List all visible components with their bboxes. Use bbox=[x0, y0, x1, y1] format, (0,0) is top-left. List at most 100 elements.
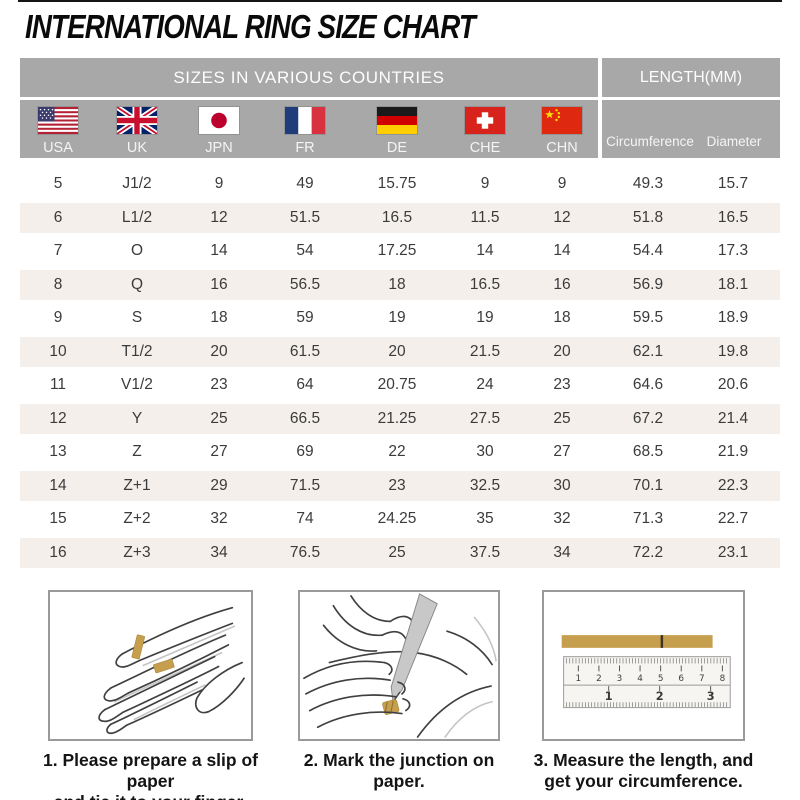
length-section-header: LENGTH(MM) bbox=[602, 58, 780, 97]
table-cell: 23 bbox=[553, 376, 571, 394]
column-header-uk: UK bbox=[96, 100, 178, 158]
table-cell: 14 bbox=[20, 470, 96, 501]
table-cell: 12 bbox=[526, 202, 598, 233]
table-cell: 18 bbox=[350, 269, 444, 300]
table-cell: 20 bbox=[350, 336, 444, 367]
table-row: 16 Z+3 34 76.5 25 37.5 34 72.2 23.1 bbox=[20, 537, 780, 568]
table-cell: 30 bbox=[526, 470, 598, 501]
svg-text:1: 1 bbox=[605, 690, 613, 703]
table-cell: Y bbox=[96, 403, 178, 434]
table-row: 7 O 14 54 17.25 14 14 54.4 17.3 bbox=[20, 236, 780, 267]
table-cell: 51.8 bbox=[598, 202, 698, 233]
table-cell: 14 bbox=[210, 242, 228, 260]
table-row: 15 Z+2 32 74 24.25 35 32 71.3 22.7 bbox=[20, 504, 780, 535]
table-cell: 19 bbox=[388, 309, 406, 327]
table-cell: 49.3 bbox=[632, 175, 664, 193]
table-cell: 25 bbox=[526, 403, 598, 434]
table-cell: 64.6 bbox=[632, 376, 664, 394]
table-cell: 10 bbox=[20, 336, 96, 367]
table-cell: 11.5 bbox=[444, 202, 526, 233]
usa-flag-icon bbox=[37, 106, 79, 135]
table-cell: 34 bbox=[178, 537, 260, 568]
top-divider-rule bbox=[18, 0, 782, 2]
step2-illustration-box bbox=[298, 590, 500, 741]
table-cell: 17.3 bbox=[717, 242, 749, 260]
switzerland-flag-icon bbox=[464, 106, 506, 135]
sizes-section-header: SIZES IN VARIOUS COUNTRIES bbox=[20, 58, 598, 97]
table-cell: 51.5 bbox=[260, 202, 350, 233]
table-cell: 59 bbox=[296, 309, 314, 327]
table-cell: 6 bbox=[20, 202, 96, 233]
table-header: SIZES IN VARIOUS COUNTRIES LENGTH(MM) bbox=[20, 58, 780, 158]
country-code-label: CHE bbox=[469, 140, 501, 156]
table-row: 14 Z+1 29 71.5 23 32.5 30 70.1 22.3 bbox=[20, 470, 780, 501]
table-cell: 16.5 bbox=[444, 269, 526, 300]
table-cell: 22.7 bbox=[717, 510, 749, 528]
table-cell: 20.6 bbox=[717, 376, 749, 394]
step1-caption-line2: and tie it to your finger. bbox=[38, 792, 263, 800]
table-cell: 34 bbox=[526, 537, 598, 568]
ruler-body bbox=[563, 656, 731, 709]
table-cell: 54.4 bbox=[632, 242, 664, 260]
table-cell: Z+2 bbox=[123, 510, 151, 528]
table-cell: 71.5 bbox=[260, 470, 350, 501]
table-cell: 9 bbox=[557, 175, 567, 193]
table-cell: 11 bbox=[49, 376, 67, 394]
table-cell: 19.8 bbox=[698, 336, 780, 367]
table-cell: 15.75 bbox=[377, 175, 417, 193]
table-cell: 30 bbox=[476, 443, 494, 461]
ruler-bottom-scale: 1 2 3 bbox=[605, 686, 715, 703]
table-cell: 13 bbox=[49, 443, 67, 461]
table-cell: 27 bbox=[210, 443, 228, 461]
svg-text:4: 4 bbox=[637, 674, 643, 684]
table-cell: V1/2 bbox=[121, 376, 153, 394]
table-cell: 16 bbox=[526, 269, 598, 300]
table-cell: 74 bbox=[296, 510, 314, 528]
step3-caption: 3. Measure the length, and get your circ… bbox=[533, 750, 754, 792]
table-cell: 23 bbox=[210, 376, 228, 394]
table-cell: 67.2 bbox=[598, 403, 698, 434]
table-cell: 27.5 bbox=[444, 403, 526, 434]
step1-caption-line1: 1. Please prepare a slip of paper bbox=[43, 750, 258, 791]
table-cell: 76.5 bbox=[260, 537, 350, 568]
header-section-gap bbox=[598, 58, 602, 158]
table-cell: 23.1 bbox=[698, 537, 780, 568]
table-cell: 12 bbox=[178, 202, 260, 233]
page-title: INTERNATIONAL RING SIZE CHART bbox=[25, 8, 476, 45]
table-cell: 5 bbox=[53, 175, 63, 193]
country-code-label: CHN bbox=[546, 140, 578, 156]
ruler-hatch-top bbox=[566, 658, 727, 664]
svg-text:3: 3 bbox=[707, 690, 715, 703]
step3-caption-line2: get your circumference. bbox=[544, 771, 743, 791]
table-row: 9 S 18 59 19 19 18 59.5 18.9 bbox=[20, 303, 780, 334]
china-flag-icon bbox=[541, 106, 583, 135]
table-cell: 16 bbox=[20, 537, 96, 568]
table-cell: 69 bbox=[296, 443, 314, 461]
step1-caption: 1. Please prepare a slip of paper and ti… bbox=[38, 750, 263, 800]
table-cell: 21.5 bbox=[444, 336, 526, 367]
table-row: 5 J1/2 9 49 15.75 9 9 49.3 15.7 bbox=[20, 169, 780, 200]
table-cell: 32 bbox=[553, 510, 571, 528]
table-cell: 20 bbox=[178, 336, 260, 367]
table-row: 10 T1/2 20 61.5 20 21.5 20 62.1 19.8 bbox=[20, 336, 780, 367]
table-cell: 18 bbox=[553, 309, 571, 327]
column-header-usa: USA bbox=[20, 100, 96, 158]
header-divider-right bbox=[602, 97, 780, 100]
table-cell: O bbox=[130, 242, 144, 260]
table-cell: J1/2 bbox=[122, 175, 152, 193]
svg-text:2: 2 bbox=[596, 674, 602, 684]
table-row: 13 Z 27 69 22 30 27 68.5 21.9 bbox=[20, 437, 780, 468]
table-row: 12 Y 25 66.5 21.25 27.5 25 67.2 21.4 bbox=[20, 403, 780, 434]
table-row: 11 V1/2 23 64 20.75 24 23 64.6 20.6 bbox=[20, 370, 780, 401]
table-cell: 25 bbox=[178, 403, 260, 434]
table-cell: 9 bbox=[53, 309, 63, 327]
column-header-de: DE bbox=[350, 100, 444, 158]
table-cell: 37.5 bbox=[444, 537, 526, 568]
table-cell: 27 bbox=[553, 443, 571, 461]
svg-text:6: 6 bbox=[678, 674, 684, 684]
hand-with-paper-slip-icon bbox=[98, 606, 245, 735]
marking-paper-with-pen-icon bbox=[303, 593, 497, 738]
country-code-label: UK bbox=[126, 140, 148, 156]
